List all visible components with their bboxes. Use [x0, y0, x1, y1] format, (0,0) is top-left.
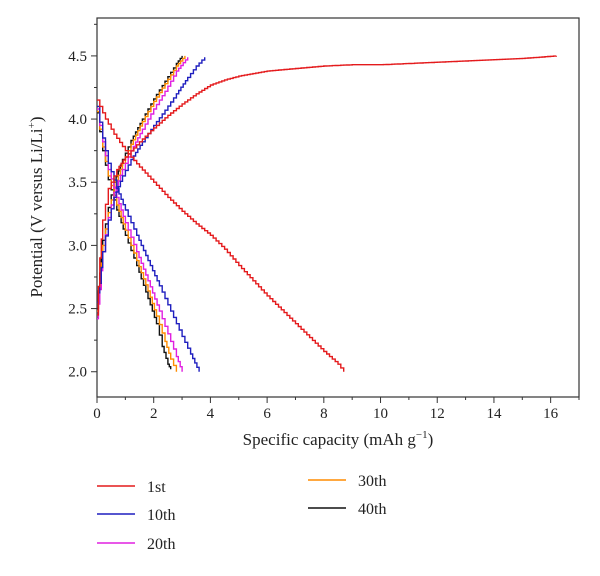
series-30th-charge-line: [97, 55, 186, 312]
series-1st-charge-line: [97, 55, 557, 316]
legend-label-40th: 40th: [358, 501, 386, 518]
x-tick-label: 8: [320, 406, 328, 422]
y-tick-label: 3.0: [68, 238, 87, 254]
legend-label-20th: 20th: [147, 536, 175, 553]
x-tick-label: 10: [373, 406, 388, 422]
x-tick-label: 14: [486, 406, 502, 422]
y-axis-title: Potential (V versus Li/Li+): [26, 116, 46, 297]
x-axis-title-superscript: −1: [416, 429, 428, 441]
x-tick-label: 16: [543, 406, 559, 422]
y-tick-label: 2.5: [68, 302, 87, 318]
y-axis-title-superscript: +: [26, 122, 38, 128]
series-30th-discharge-line: [97, 110, 178, 372]
x-tick-label: 4: [207, 406, 215, 422]
legend-label-30th: 30th: [358, 473, 386, 490]
y-axis-title-end: ): [27, 116, 46, 122]
axis-ticks: 0 2 4 6 8 10 12 14 16 2.0 2.5 3.0 3.5 4.0 4.5: [68, 23, 580, 422]
x-tick-label: 0: [93, 406, 101, 422]
y-tick-label: 4.0: [68, 112, 87, 128]
x-tick-label: 12: [430, 406, 445, 422]
series-layer: [97, 55, 557, 372]
series-10th-discharge-line: [97, 105, 200, 372]
plot-frame: [96, 17, 580, 398]
x-tick-label: 6: [263, 406, 271, 422]
legend: 1st 10th 20th 30th 40th: [97, 473, 386, 553]
y-tick-label: 2.0: [68, 365, 87, 381]
legend-label-10th: 10th: [147, 507, 175, 524]
legend-label-1st: 1st: [147, 479, 166, 496]
series-10th-charge-line: [97, 57, 206, 303]
x-axis-title: Specific capacity (mAh g−1): [243, 429, 434, 449]
series-20th-charge-line: [97, 57, 189, 320]
series-1st-discharge-line: [97, 99, 345, 372]
x-tick-label: 2: [150, 406, 158, 422]
y-tick-label: 3.5: [68, 175, 87, 191]
x-axis-title-end: ): [428, 430, 434, 449]
y-tick-label: 4.5: [68, 49, 87, 65]
